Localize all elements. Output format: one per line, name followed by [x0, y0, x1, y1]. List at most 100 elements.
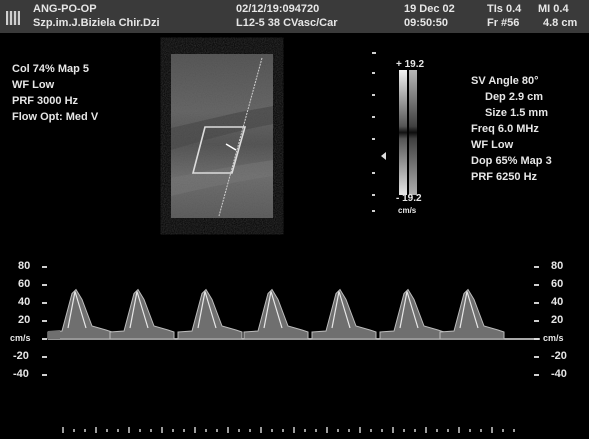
color-prf: PRF 3000 Hz — [12, 95, 79, 107]
thermal-index: TIs 0.4 — [487, 3, 522, 15]
velocity-tick — [534, 374, 539, 376]
velocity-tick — [42, 284, 47, 286]
time-tick — [491, 427, 493, 433]
velocity-tick-label-left: 20 — [18, 314, 31, 326]
time-tick — [304, 429, 306, 432]
sample-volume-angle: SV Angle 80° — [471, 75, 539, 87]
time-tick — [227, 427, 229, 433]
time-tick — [458, 427, 460, 433]
mechanical-index: MI 0.4 — [538, 3, 569, 15]
time-tick — [128, 427, 130, 433]
doppler-spectrum-lead — [48, 330, 60, 339]
wall-filter: WF Low — [12, 79, 55, 91]
time-tick — [282, 429, 284, 432]
exam-date: 19 Dec 02 — [404, 3, 455, 15]
velocity-tick — [42, 356, 47, 358]
velocity-tick-label-right: 60 — [551, 278, 564, 290]
velocity-tick — [42, 320, 47, 322]
time-tick — [161, 427, 163, 433]
time-tick — [205, 429, 207, 432]
doppler-beat-envelope — [459, 291, 479, 329]
doppler-beat — [243, 288, 309, 340]
time-tick — [238, 429, 240, 432]
time-tick — [315, 429, 317, 432]
velocity-tick-label-right: 20 — [551, 314, 564, 326]
velocity-tick-label-left: -20 — [13, 350, 29, 362]
sample-volume-depth: Dep 2.9 cm — [485, 91, 544, 103]
time-tick — [183, 429, 185, 432]
velocity-tick-label-left: cm/s — [10, 333, 31, 343]
image-depth: 4.8 cm — [543, 17, 578, 29]
study-number: 02/12/19:094720 — [236, 3, 320, 15]
header-bar: ANG-PO-OP Szp.im.J.Biziela Chir.Dzi 02/1… — [0, 0, 589, 33]
color-scale — [372, 52, 417, 212]
doppler-beat — [311, 288, 377, 340]
velocity-tick-label-right: cm/s — [543, 333, 564, 343]
time-tick — [348, 429, 350, 432]
doppler-beat — [379, 288, 445, 340]
doppler-beat-envelope — [263, 291, 283, 329]
frame-number: Fr #56 — [487, 17, 520, 29]
doppler-beat-envelope — [197, 291, 217, 329]
exam-id: ANG-PO-OP — [33, 3, 97, 15]
doppler-beat-envelope — [399, 291, 419, 329]
time-tick — [469, 429, 471, 432]
velocity-tick — [534, 302, 539, 304]
doppler-frequency: Freq 6.0 MHz — [471, 123, 539, 135]
color-scale-max: + 19.2 — [396, 59, 425, 70]
time-tick — [326, 427, 328, 433]
doppler-beat — [47, 288, 113, 340]
velocity-tick — [534, 320, 539, 322]
doppler-wall-filter: WF Low — [471, 139, 514, 151]
spectral-waveform — [42, 266, 540, 433]
sample-volume-size: Size 1.5 mm — [485, 107, 548, 119]
doppler-prf: PRF 6250 Hz — [471, 171, 538, 183]
time-tick — [403, 429, 405, 432]
exam-time: 09:50:50 — [404, 17, 449, 29]
time-tick — [73, 429, 75, 432]
time-tick — [480, 429, 482, 432]
velocity-tick-label-left: -40 — [13, 368, 29, 380]
velocity-tick-label-left: 60 — [18, 278, 31, 290]
velocity-tick — [534, 284, 539, 286]
velocity-tick — [42, 338, 47, 340]
probe-preset: L12-5 38 CVasc/Car — [236, 17, 338, 29]
velocity-tick — [534, 266, 539, 268]
sample-volume-gate — [225, 143, 237, 151]
time-tick — [62, 427, 64, 433]
time-tick — [293, 427, 295, 433]
time-tick — [436, 429, 438, 432]
time-tick — [381, 429, 383, 432]
velocity-tick-label-right: 80 — [551, 260, 564, 272]
flow-optimization: Flow Opt: Med V — [12, 111, 99, 123]
time-tick — [502, 429, 504, 432]
time-tick — [249, 429, 251, 432]
time-tick — [370, 429, 372, 432]
color-scale-bar — [399, 70, 407, 195]
time-tick — [414, 429, 416, 432]
time-tick — [117, 429, 119, 432]
velocity-tick-label-left: 80 — [18, 260, 31, 272]
time-tick — [271, 429, 273, 432]
scanner-logo-icon — [6, 11, 20, 25]
velocity-tick — [42, 374, 47, 376]
time-tick — [150, 429, 152, 432]
time-tick — [359, 427, 361, 433]
doppler-cursor-line — [218, 57, 263, 217]
velocity-tick-label-right: -40 — [551, 368, 567, 380]
color-scale-unit: cm/s — [398, 206, 417, 215]
scale-marker-icon — [381, 152, 386, 160]
doppler-beat-envelope — [129, 291, 149, 329]
doppler-beat — [439, 288, 505, 340]
time-tick — [194, 427, 196, 433]
color-scale-min: - 19.2 — [396, 193, 422, 204]
time-tick — [172, 429, 174, 432]
institution-name: Szp.im.J.Biziela Chir.Dzi — [33, 17, 160, 29]
velocity-tick — [534, 356, 539, 358]
doppler-beat — [109, 288, 175, 340]
doppler-gain: Dop 65% Map 3 — [471, 155, 552, 167]
time-tick — [447, 429, 449, 432]
doppler-beat-envelope — [67, 291, 87, 329]
doppler-beat-envelope — [331, 291, 351, 329]
